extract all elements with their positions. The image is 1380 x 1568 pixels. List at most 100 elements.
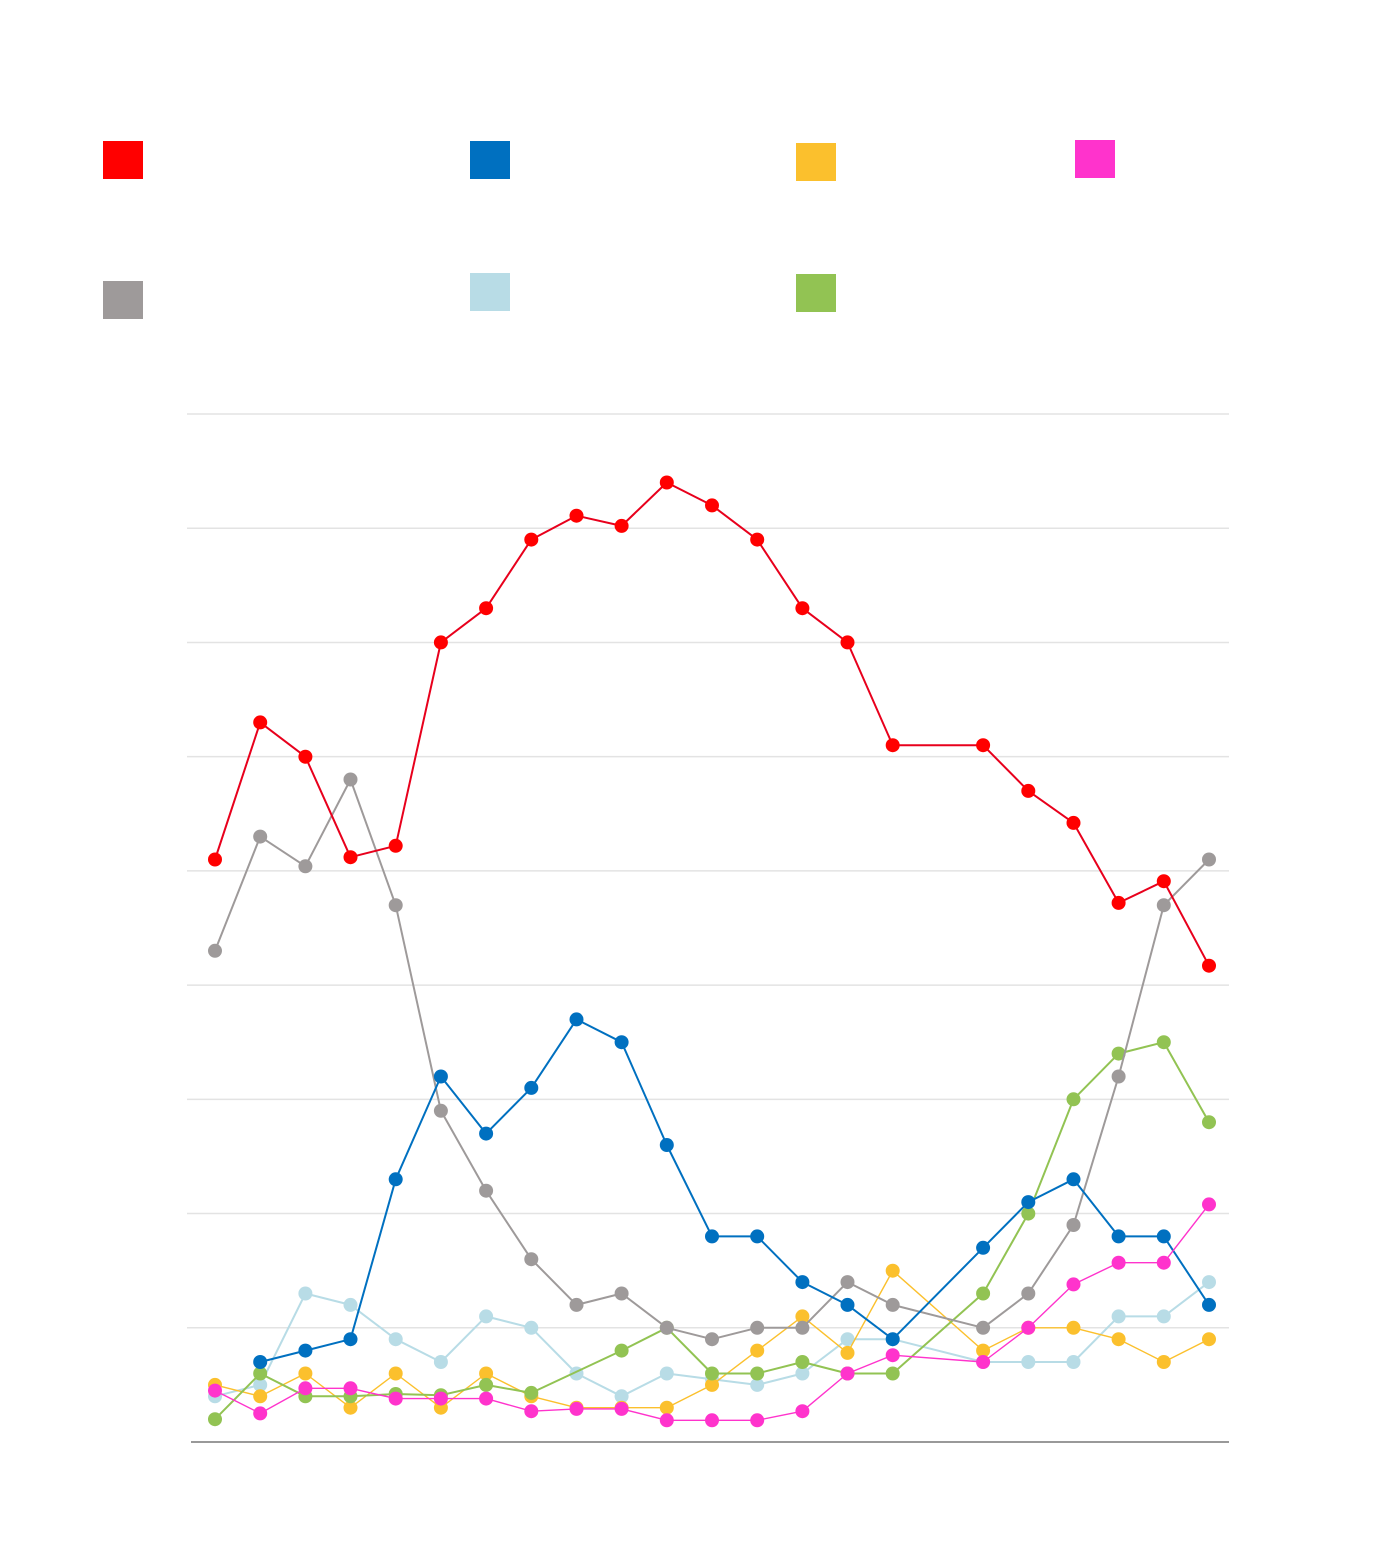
data-point [1156,1035,1171,1050]
data-point [253,1389,268,1404]
data-point [976,1355,991,1369]
data-point [253,1355,268,1369]
data-point [1111,1332,1126,1347]
series-line [214,481,1210,967]
data-point [795,1404,810,1419]
data-point [1111,1255,1126,1270]
data-point [524,1385,539,1400]
data-point [1202,1197,1216,1212]
data-point [479,1309,494,1324]
data-point [659,1400,674,1415]
series-line [214,778,1210,1341]
data-point [976,1286,991,1301]
data-point [885,1332,900,1347]
data-point [298,1366,313,1381]
data-point [750,1377,765,1392]
data-point [795,1355,810,1369]
data-point [1066,1172,1081,1187]
data-point [343,1381,358,1396]
data-point [659,1366,674,1381]
data-point [1066,815,1081,830]
data-point [388,1366,403,1381]
data-point [795,601,810,616]
data-point [1066,1320,1081,1335]
data-point [840,1332,855,1347]
series-3 [208,1197,1216,1428]
data-point [976,1343,991,1358]
data-point [253,1366,268,1381]
data-point [659,1320,674,1335]
data-point [208,1383,222,1398]
data-point [1111,1046,1126,1061]
data-point [524,1404,539,1419]
data-point [343,850,358,865]
data-point [524,1080,539,1095]
data-point [705,1332,719,1347]
data-point [253,1377,268,1392]
data-point [388,838,403,853]
data-point [614,1343,629,1358]
data-point [569,508,584,523]
data-point [1111,895,1126,910]
data-point [1111,1309,1126,1324]
data-point [479,1391,494,1406]
data-point [1202,1275,1216,1290]
data-point [524,532,539,547]
data-point [524,1320,539,1335]
data-point [1066,1218,1081,1232]
data-point [208,852,222,867]
legend-swatch [796,143,836,181]
data-point [750,1343,765,1358]
data-point [1066,1277,1081,1292]
data-point [1202,958,1216,973]
legend-swatch [470,273,510,311]
data-point [840,1275,855,1290]
data-point [388,1172,403,1187]
data-point [253,1406,268,1421]
legend-swatch [103,281,143,319]
data-point [750,532,765,547]
data-point [569,1401,584,1416]
data-point [705,498,719,513]
chart-series [208,475,1216,1428]
data-point [298,1343,313,1358]
data-point [1021,1286,1036,1301]
data-point [750,1413,765,1428]
legend-swatch [470,141,510,179]
series-0 [208,475,1216,973]
data-point [659,475,674,490]
data-point [388,898,403,913]
data-point [885,1263,900,1278]
data-point [479,1183,494,1198]
data-point [614,1286,629,1301]
data-point [208,943,222,958]
data-point [479,1377,494,1392]
legend-swatch [796,274,836,312]
data-point [208,1412,222,1427]
data-point [1156,1309,1171,1324]
data-point [1156,874,1171,889]
data-point [795,1275,810,1290]
data-point [614,1401,629,1416]
series-line [259,1018,1210,1363]
data-point [479,1366,494,1381]
data-point [569,1297,584,1312]
data-point [433,635,448,650]
data-point [1202,1297,1216,1312]
data-point [659,1413,674,1428]
data-point [479,1126,494,1141]
data-point [1021,1195,1036,1210]
data-point [705,1366,719,1381]
legend-swatch [1075,140,1115,178]
data-point [1021,1355,1036,1369]
data-point [1156,1229,1171,1244]
data-point [1202,852,1216,867]
data-point [343,1332,358,1347]
series-4 [208,772,1216,1347]
data-point [388,1332,403,1347]
data-point [433,1355,448,1369]
data-point [433,1103,448,1118]
chart-grid [187,413,1229,1329]
data-point [253,715,268,730]
